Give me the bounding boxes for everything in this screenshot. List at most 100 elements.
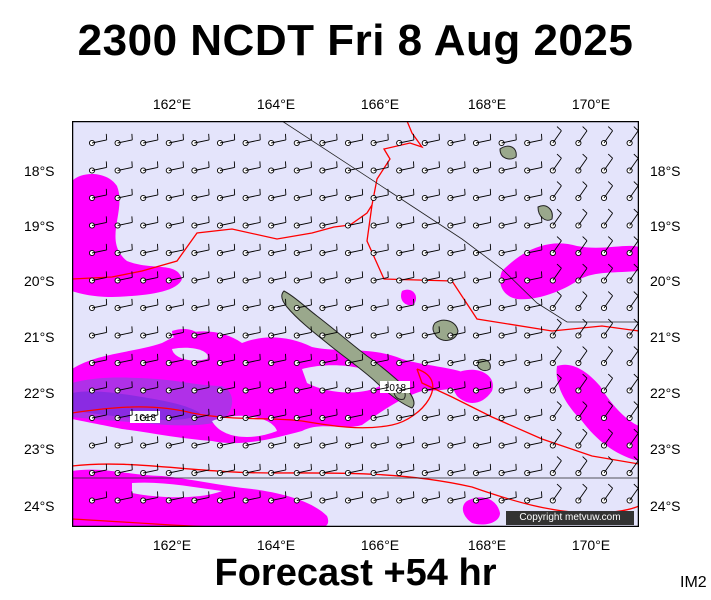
wind-barb [88,463,108,477]
wind-barb [421,326,440,339]
wind-barb [575,291,588,312]
wind-barb [242,408,261,422]
map-panel: 1018 1018 [72,121,639,527]
wind-barb [216,353,236,367]
wind-barb [319,161,338,174]
lon-label-top: 164°E [256,96,296,112]
wind-barb [524,353,543,367]
lat-label-left: 22°S [24,385,55,401]
wind-barb [293,216,312,229]
wind-barb [370,161,389,174]
lon-label-top: 168°E [467,96,507,112]
wind-barb [472,436,492,449]
wind-barb [114,326,133,339]
wind-barb [344,463,364,477]
wind-barb [293,243,312,257]
wind-barb [242,491,261,504]
wind-barb [472,271,492,284]
isobar-label: 1018 [384,383,407,394]
wind-barb [421,298,440,312]
wind-barb [575,236,588,257]
wind-barb [396,436,415,449]
wind-barb [319,243,338,257]
wind-barb [549,126,562,147]
wind-barb [600,373,613,394]
lat-label-left: 21°S [24,329,55,345]
lat-label-right: 18°S [650,163,681,179]
wind-barb [191,491,210,504]
wind-barb [140,298,159,312]
wind-barb [370,298,389,312]
wind-barb [447,491,466,504]
wind-barb [88,133,108,147]
wind-barb [524,188,543,202]
lat-label-right: 19°S [650,218,681,234]
wind-barb [549,291,562,312]
wind-barb [447,463,466,477]
wind-barb [472,408,492,422]
wind-barb [191,326,210,339]
wind-barb [242,161,261,174]
wind-barb [319,463,338,477]
wind-barb [165,408,184,422]
isobar-line [72,368,434,429]
wind-barb [319,298,338,312]
wind-barb [524,298,543,312]
wind-barb [447,133,466,147]
ouvea-island [499,145,517,160]
wind-barb [498,353,517,367]
wind-barb [575,318,588,339]
wind-barb [344,436,364,449]
wind-barb [472,243,492,257]
wind-barb [242,243,261,257]
wind-barb [524,216,543,229]
wind-barb [293,271,312,284]
wind-barb [524,463,543,477]
wind-barb [498,463,517,477]
wind-barb [242,436,261,449]
wind-barb [421,243,440,257]
wind-barb [140,436,159,449]
wind-barb [370,326,389,339]
wind-barb [88,188,108,202]
wind-barb [293,133,312,147]
wind-barb [268,216,287,229]
wind-barb [396,326,415,339]
wind-barb [600,181,613,202]
wind-barb [344,381,364,394]
lat-label-right: 23°S [650,441,681,457]
wind-barb [268,271,287,284]
wind-barb [319,353,338,367]
wind-barb [191,161,210,174]
wind-barb [293,463,312,477]
wind-barb [549,401,562,422]
lon-label-bottom: 166°E [360,537,400,553]
wind-barb [216,271,236,284]
wind-barb [396,353,415,367]
wind-barb [114,216,133,229]
wind-barb [370,381,389,394]
wind-barb [165,133,184,147]
wind-barb [447,326,466,339]
wind-barb [600,153,613,174]
lat-label-left: 18°S [24,163,55,179]
wind-barb [498,326,517,339]
wind-barb [216,408,236,422]
wind-barb [344,491,364,504]
wind-barb [396,271,415,284]
wind-barb [575,428,588,449]
wind-barb [344,271,364,284]
wind-barb [626,153,639,174]
wind-barb [216,133,236,147]
wind-barb [524,381,543,394]
wind-barb [447,381,466,394]
wind-barb [140,381,159,394]
lon-label-bottom: 170°E [571,537,611,553]
new-caledonia-main [281,290,415,409]
wind-barb [575,373,588,394]
wind-barb [472,161,492,174]
wind-barb [370,243,389,257]
wind-barb [88,243,108,257]
wind-barb [140,133,159,147]
lat-label-right: 22°S [650,385,681,401]
